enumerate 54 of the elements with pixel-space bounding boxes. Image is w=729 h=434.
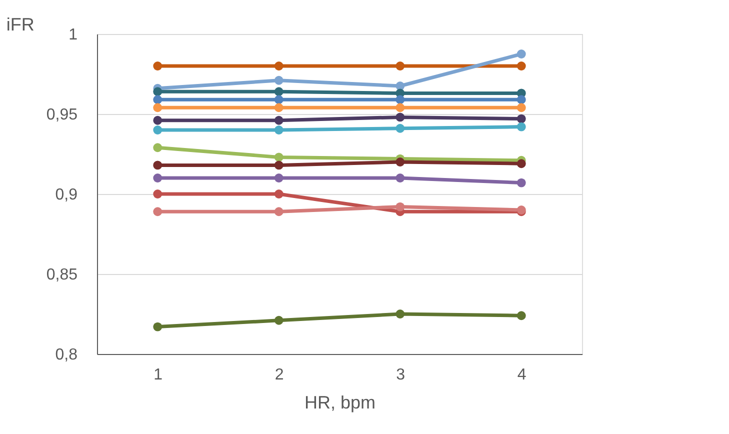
point: [153, 143, 162, 152]
y-tick-label: 0,95: [46, 106, 78, 124]
point: [274, 152, 284, 162]
point: [396, 158, 405, 166]
point: [274, 95, 284, 104]
y-axis-title: iFR: [6, 14, 34, 34]
point: [274, 87, 284, 96]
point: [153, 322, 162, 332]
y-tick-label: 0,9: [55, 186, 78, 204]
x-tick-label: 2: [274, 366, 284, 384]
point: [274, 116, 284, 125]
point: [153, 87, 162, 96]
point: [274, 126, 284, 134]
x-tick-label: 1: [154, 366, 163, 384]
point: [396, 95, 405, 104]
point: [274, 103, 284, 112]
point: [396, 124, 405, 133]
point: [153, 160, 162, 170]
point: [396, 202, 405, 212]
point: [516, 50, 526, 58]
point: [516, 311, 526, 320]
x-axis-title: HR, bpm: [304, 392, 376, 412]
point: [153, 116, 162, 125]
point: [516, 95, 526, 104]
y-tick-label: 0,85: [46, 266, 78, 284]
point: [153, 62, 162, 70]
point: [153, 190, 162, 198]
point: [396, 103, 405, 112]
point: [516, 62, 526, 70]
point: [153, 103, 162, 112]
point: [274, 62, 284, 70]
point: [396, 112, 405, 122]
point: [274, 160, 284, 170]
point: [516, 159, 526, 168]
point: [153, 95, 162, 104]
point: [153, 207, 162, 216]
y-tick-label: 1: [68, 26, 78, 44]
point: [274, 190, 284, 198]
point: [274, 174, 284, 182]
point: [274, 207, 284, 216]
point: [396, 310, 405, 318]
point: [396, 62, 405, 70]
point: [516, 122, 526, 132]
point: [516, 178, 526, 188]
point: [153, 174, 162, 182]
point: [516, 114, 526, 124]
point: [396, 174, 405, 182]
point: [274, 76, 284, 85]
point: [516, 103, 526, 112]
x-tick-label: 4: [517, 366, 526, 384]
point: [153, 126, 162, 134]
x-tick-label: 3: [396, 366, 406, 384]
point: [274, 316, 284, 325]
y-tick-label: 0,8: [55, 346, 78, 364]
